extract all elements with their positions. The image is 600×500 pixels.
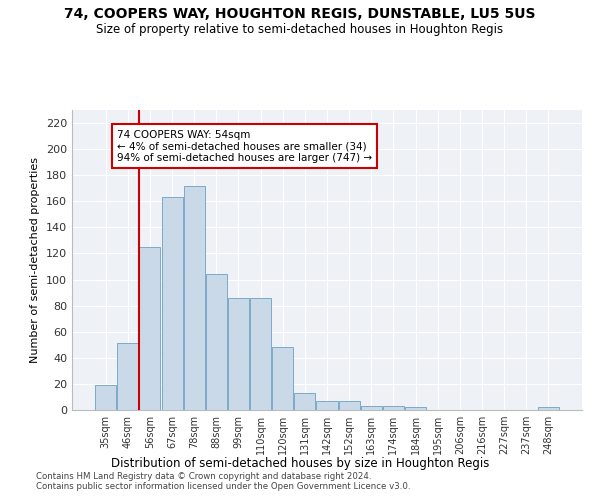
Bar bbox=[184, 186, 205, 410]
Text: Contains public sector information licensed under the Open Government Licence v3: Contains public sector information licen… bbox=[36, 482, 410, 491]
Bar bbox=[228, 298, 249, 410]
Text: Contains HM Land Registry data © Crown copyright and database right 2024.: Contains HM Land Registry data © Crown c… bbox=[36, 472, 371, 481]
Bar bbox=[161, 198, 182, 410]
Text: Distribution of semi-detached houses by size in Houghton Regis: Distribution of semi-detached houses by … bbox=[111, 458, 489, 470]
Bar bbox=[295, 393, 316, 410]
Text: Size of property relative to semi-detached houses in Houghton Regis: Size of property relative to semi-detach… bbox=[97, 22, 503, 36]
Bar bbox=[139, 247, 160, 410]
Bar bbox=[338, 401, 359, 410]
Bar bbox=[250, 298, 271, 410]
Bar bbox=[118, 344, 139, 410]
Text: 74, COOPERS WAY, HOUGHTON REGIS, DUNSTABLE, LU5 5US: 74, COOPERS WAY, HOUGHTON REGIS, DUNSTAB… bbox=[64, 8, 536, 22]
Text: 74 COOPERS WAY: 54sqm
← 4% of semi-detached houses are smaller (34)
94% of semi-: 74 COOPERS WAY: 54sqm ← 4% of semi-detac… bbox=[117, 130, 372, 163]
Bar bbox=[405, 408, 426, 410]
Bar bbox=[206, 274, 227, 410]
Bar bbox=[316, 401, 338, 410]
Bar bbox=[361, 406, 382, 410]
Bar bbox=[95, 385, 116, 410]
Bar bbox=[272, 348, 293, 410]
Y-axis label: Number of semi-detached properties: Number of semi-detached properties bbox=[31, 157, 40, 363]
Bar bbox=[383, 406, 404, 410]
Bar bbox=[538, 408, 559, 410]
